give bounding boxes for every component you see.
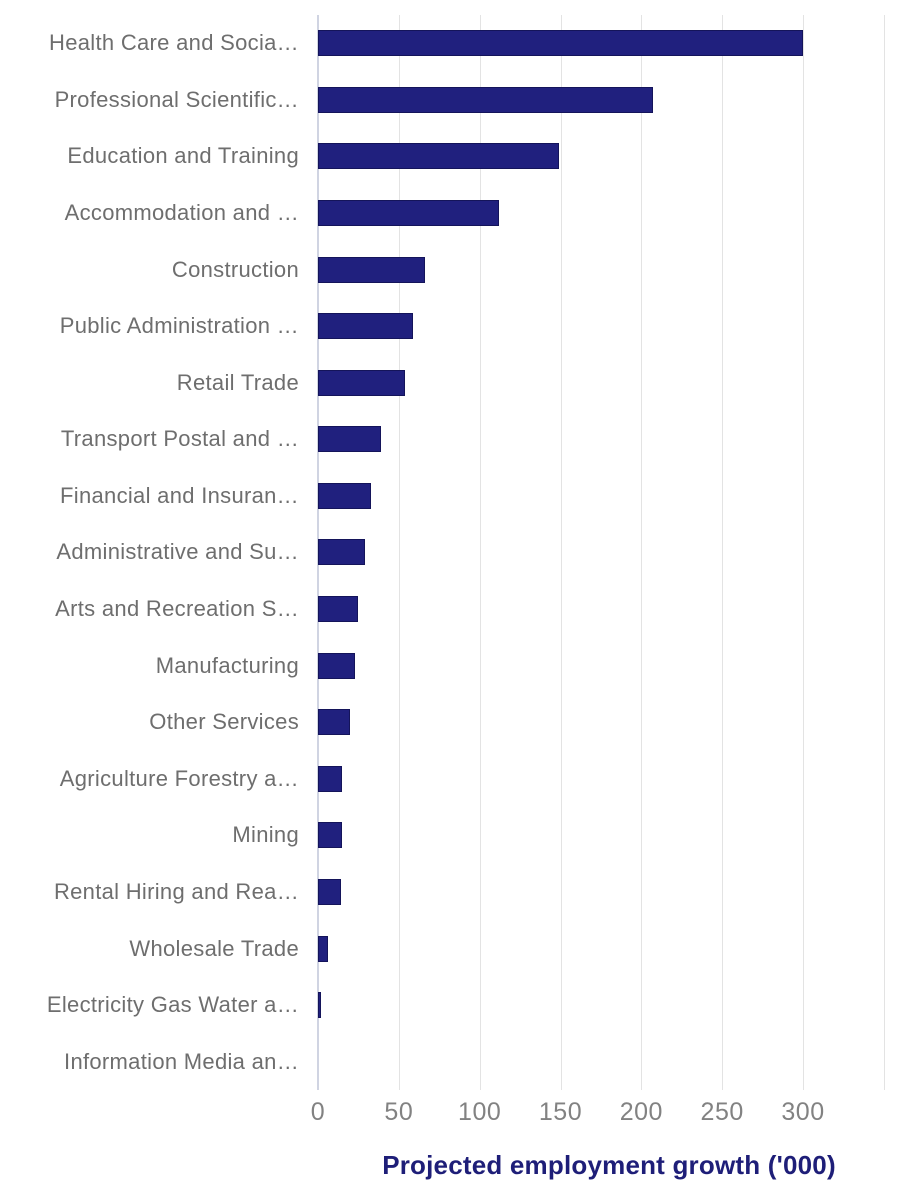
x-tick-label: 200 bbox=[619, 1098, 663, 1126]
bar-row bbox=[318, 298, 900, 355]
bar-row bbox=[318, 694, 900, 751]
bar-row bbox=[318, 581, 900, 638]
category-label: Education and Training bbox=[67, 143, 299, 169]
category-label: Financial and Insuran… bbox=[60, 482, 299, 508]
category-label: Wholesale Trade bbox=[129, 935, 299, 961]
bar bbox=[318, 369, 406, 396]
x-axis-title: Projected employment growth ('000) bbox=[382, 1150, 836, 1180]
bar-row bbox=[318, 1033, 900, 1090]
gridline-350 bbox=[883, 15, 885, 1090]
bar bbox=[318, 992, 322, 1019]
bar bbox=[318, 30, 803, 57]
category-label: Accommodation and … bbox=[64, 200, 299, 226]
category-label: Other Services bbox=[149, 709, 299, 735]
bar bbox=[318, 482, 372, 509]
bar-row bbox=[318, 864, 900, 921]
bar-row bbox=[318, 15, 900, 72]
bar bbox=[318, 935, 328, 962]
category-label: Public Administration … bbox=[59, 313, 299, 339]
category-label: Administrative and Su… bbox=[56, 539, 299, 565]
x-tick-label: 100 bbox=[458, 1098, 502, 1126]
category-label: Professional Scientific… bbox=[54, 86, 299, 112]
bar-row bbox=[318, 72, 900, 129]
category-label: Mining bbox=[232, 822, 299, 848]
bar-row bbox=[318, 920, 900, 977]
gridline-250 bbox=[722, 15, 724, 1090]
bar-row bbox=[318, 241, 900, 298]
bar bbox=[318, 256, 425, 283]
bar bbox=[318, 709, 351, 736]
bar-rows bbox=[318, 15, 900, 1090]
category-label: Electricity Gas Water a… bbox=[46, 992, 299, 1018]
gridline-50 bbox=[398, 15, 400, 1090]
bar-row bbox=[318, 524, 900, 581]
bar bbox=[318, 143, 559, 170]
bar-row bbox=[318, 468, 900, 525]
x-tick-label: 0 bbox=[310, 1098, 326, 1126]
category-label: Health Care and Socia… bbox=[49, 30, 299, 56]
gridline-200 bbox=[641, 15, 643, 1090]
bar-row bbox=[318, 354, 900, 411]
bar-row bbox=[318, 128, 900, 185]
category-label: Transport Postal and … bbox=[60, 426, 299, 452]
category-label: Rental Hiring and Rea… bbox=[53, 878, 299, 904]
category-label: Agriculture Forestry a… bbox=[59, 765, 299, 791]
gridline-150 bbox=[560, 15, 562, 1090]
bar bbox=[318, 313, 414, 340]
category-label: Information Media an… bbox=[64, 1048, 299, 1074]
bar bbox=[318, 539, 365, 566]
x-axis: 0 50 100 150 200 250 300 bbox=[311, 1098, 900, 1132]
bar bbox=[318, 765, 343, 792]
bar-row bbox=[318, 637, 900, 694]
bar bbox=[318, 200, 500, 227]
category-label: Retail Trade bbox=[176, 369, 299, 395]
bar bbox=[318, 878, 341, 905]
x-tick-label: 300 bbox=[781, 1098, 825, 1126]
bar bbox=[318, 426, 382, 453]
bar-row bbox=[318, 977, 900, 1034]
bar bbox=[318, 86, 653, 113]
x-tick-label: 150 bbox=[538, 1098, 583, 1126]
bar-row bbox=[318, 411, 900, 468]
category-label: Manufacturing bbox=[155, 652, 299, 678]
x-tick-label: 250 bbox=[700, 1098, 744, 1126]
bar bbox=[318, 596, 359, 623]
category-label: Construction bbox=[171, 256, 299, 282]
gridline-100 bbox=[479, 15, 481, 1090]
bar bbox=[318, 822, 343, 849]
category-labels: Health Care and Socia… Professional Scien… bbox=[0, 15, 318, 1090]
bar bbox=[318, 652, 356, 679]
bar-row bbox=[318, 807, 900, 864]
plot-area bbox=[317, 15, 900, 1090]
bar-row bbox=[318, 185, 900, 242]
gridline-300 bbox=[803, 15, 804, 1090]
category-label: Arts and Recreation S… bbox=[55, 596, 299, 622]
x-tick-label: 50 bbox=[384, 1098, 414, 1126]
bar-row bbox=[318, 751, 900, 808]
